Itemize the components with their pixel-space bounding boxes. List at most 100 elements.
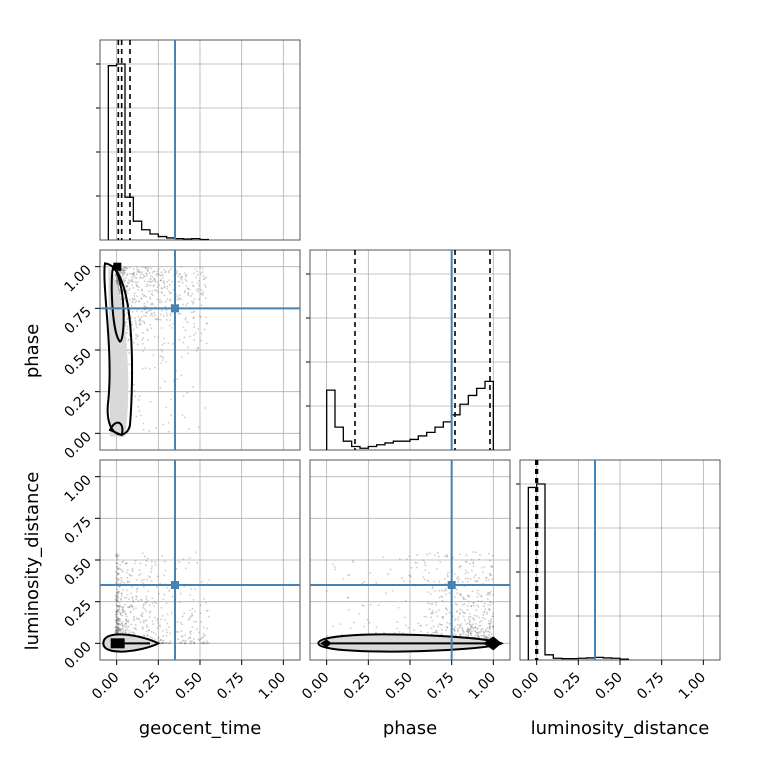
- sample-point: [165, 602, 168, 605]
- sample-point: [154, 314, 156, 316]
- sample-point: [115, 599, 118, 602]
- panel-frame: [309, 249, 511, 451]
- sample-point: [432, 586, 434, 588]
- sample-point: [466, 622, 469, 625]
- sample-point: [197, 290, 199, 293]
- sample-point: [208, 615, 210, 618]
- sample-point: [116, 630, 118, 633]
- sample-point: [181, 615, 184, 618]
- sample-point: [333, 566, 336, 568]
- sample-point: [466, 630, 468, 633]
- sample-point: [116, 278, 118, 280]
- sample-point: [183, 639, 186, 642]
- sample-point: [431, 587, 434, 590]
- sample-point: [126, 292, 129, 295]
- sample-point: [141, 320, 144, 322]
- sample-point: [438, 596, 441, 599]
- sample-point: [440, 595, 443, 598]
- sample-point: [488, 633, 490, 636]
- sample-point: [155, 318, 158, 321]
- sample-point: [135, 596, 138, 598]
- sample-point: [478, 616, 481, 619]
- sample-point: [149, 281, 152, 283]
- sample-point: [143, 275, 145, 277]
- sample-point: [187, 561, 190, 564]
- sample-point: [202, 291, 205, 293]
- sample-point: [196, 628, 198, 630]
- sample-point: [148, 615, 151, 618]
- sample-point: [132, 300, 134, 302]
- sample-point: [459, 625, 462, 627]
- sample-point: [475, 579, 478, 582]
- sample-point: [176, 638, 179, 641]
- sample-point: [195, 551, 197, 554]
- sample-point: [115, 631, 117, 634]
- sample-point: [117, 282, 120, 284]
- sample-point: [205, 342, 208, 345]
- y-tick-label: 0.75: [61, 514, 94, 547]
- sample-point: [455, 633, 457, 636]
- sample-point: [131, 569, 134, 571]
- sample-point: [203, 634, 206, 637]
- sample-point: [470, 634, 473, 637]
- sample-point: [176, 270, 179, 273]
- sample-point: [145, 274, 148, 277]
- sample-point: [163, 560, 166, 563]
- sample-point: [180, 275, 183, 278]
- sample-point: [115, 554, 118, 557]
- sample-point: [119, 629, 122, 631]
- sample-point: [143, 294, 146, 297]
- sample-point: [480, 600, 483, 603]
- sample-point: [115, 600, 118, 603]
- sample-point: [489, 604, 492, 606]
- sample-point: [139, 276, 142, 279]
- sample-point: [131, 278, 134, 281]
- sample-point: [459, 593, 461, 596]
- sample-point: [409, 575, 412, 578]
- sample-point: [121, 614, 123, 617]
- sample-point: [191, 607, 194, 610]
- sample-point: [469, 562, 471, 565]
- sample-point: [189, 616, 192, 618]
- sample-point: [193, 642, 196, 645]
- sample-point: [189, 594, 192, 596]
- sample-point: [116, 567, 119, 570]
- sample-point: [141, 342, 144, 345]
- sample-point: [117, 279, 119, 282]
- sample-point: [185, 280, 188, 282]
- sample-point: [454, 602, 457, 605]
- sample-point: [169, 640, 172, 643]
- sample-point: [164, 305, 167, 308]
- sample-point: [147, 284, 150, 287]
- sample-point: [142, 331, 144, 334]
- sample-point: [162, 274, 164, 276]
- sample-point: [182, 558, 185, 561]
- sample-point: [180, 642, 183, 644]
- y-axis-label-phase: phase: [22, 324, 43, 378]
- sample-point: [169, 632, 172, 635]
- sample-point: [116, 597, 119, 600]
- sample-point: [121, 609, 124, 611]
- sample-point: [114, 273, 117, 276]
- sample-point: [150, 560, 153, 563]
- sample-point: [121, 622, 123, 625]
- sample-point: [188, 557, 191, 559]
- sample-point: [143, 603, 146, 605]
- sample-point: [150, 567, 153, 570]
- y-tick-label: 0.25: [61, 387, 94, 420]
- sample-point: [116, 554, 119, 557]
- sample-point: [155, 272, 158, 275]
- sample-point: [166, 641, 168, 644]
- sample-point: [477, 635, 480, 638]
- sample-point: [121, 570, 124, 573]
- sample-point: [163, 342, 166, 345]
- sample-point: [145, 564, 147, 567]
- sample-point: [459, 565, 461, 567]
- sample-point: [167, 290, 170, 293]
- sample-point: [124, 276, 127, 279]
- sample-point: [138, 323, 141, 325]
- sample-point: [203, 328, 206, 331]
- sample-point: [161, 287, 163, 290]
- x-tick-label: 0.25: [131, 670, 164, 703]
- sample-point: [491, 566, 494, 569]
